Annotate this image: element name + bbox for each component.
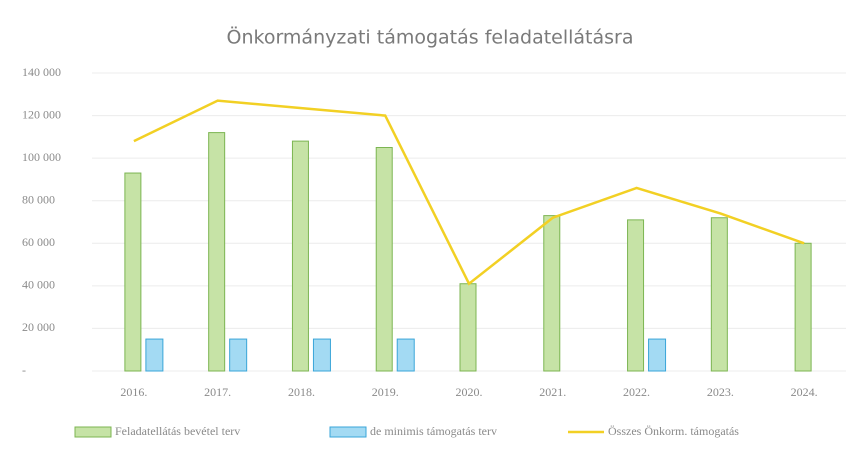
- bar: [627, 219, 645, 372]
- bar: [710, 217, 728, 372]
- bar: [375, 147, 393, 372]
- x-tick-label: 2024.: [791, 385, 818, 399]
- legend-label: Összes Önkorm. támogatás: [608, 424, 739, 438]
- bar: [124, 172, 142, 372]
- x-tick-label: 2023.: [707, 385, 734, 399]
- chart-title: Önkormányzati támogatás feladatellátásra: [227, 26, 634, 49]
- x-tick-label: 2016.: [120, 385, 147, 399]
- bar: [543, 215, 561, 372]
- bar: [459, 283, 477, 372]
- legend-label: Feladatellátás bevétel terv: [115, 424, 240, 438]
- bar: [312, 338, 331, 372]
- x-tick-label: 2021.: [539, 385, 566, 399]
- legend-label: de minimis támogatás terv: [370, 424, 497, 438]
- x-tick-label: 2020.: [456, 385, 483, 399]
- bar: [229, 338, 248, 372]
- legend-swatch: [74, 426, 112, 438]
- y-tick-label: 100 000: [22, 150, 61, 164]
- bar: [291, 140, 309, 372]
- bar: [396, 338, 415, 372]
- bar: [208, 132, 226, 372]
- x-tick-label: 2022.: [623, 385, 650, 399]
- y-tick-label: 140 000: [22, 65, 61, 79]
- y-tick-label: 120 000: [22, 107, 61, 121]
- y-tick-label: -: [22, 363, 26, 377]
- y-tick-label: 80 000: [22, 192, 55, 206]
- bar: [794, 242, 812, 372]
- x-tick-label: 2019.: [372, 385, 399, 399]
- bar: [648, 338, 667, 372]
- y-tick-label: 60 000: [22, 235, 55, 249]
- bar: [145, 338, 164, 372]
- legend-swatch: [329, 426, 367, 438]
- line: [133, 99, 805, 286]
- x-tick-label: 2017.: [204, 385, 231, 399]
- y-tick-label: 20 000: [22, 320, 55, 334]
- y-tick-label: 40 000: [22, 278, 55, 292]
- x-tick-label: 2018.: [288, 385, 315, 399]
